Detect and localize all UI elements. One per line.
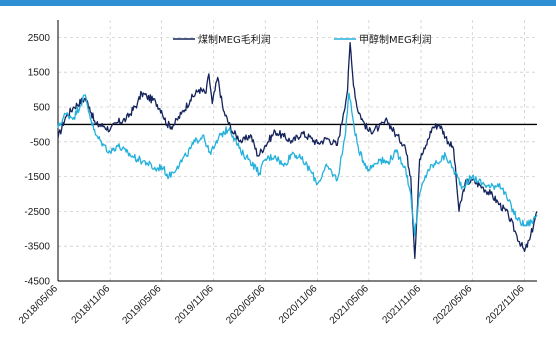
legend: 煤制MEG毛利润 甲醇制MEG利润 xyxy=(173,33,432,46)
y-tick-label: -500 xyxy=(30,137,50,148)
y-tick-labels: 2500 1500 500 -500 -1500 -2500 -3500 -4500 xyxy=(24,33,50,288)
line-chart: 2500 1500 500 -500 -1500 -2500 -3500 -4500 2018… xyxy=(17,20,538,327)
y-tick-label: -4500 xyxy=(24,277,50,288)
x-tick-label: 2020/05/06 xyxy=(224,283,267,326)
series-line-methanol xyxy=(57,92,538,237)
x-tick-labels: 2018/05/06 2018/11/06 2019/05/06 2019/11/06… xyxy=(17,283,527,326)
x-tick-label: 2020/11/06 xyxy=(277,283,320,326)
x-tick-label: 2021/05/06 xyxy=(328,283,371,326)
series-line-coal xyxy=(57,41,538,260)
legend-label-methanol: 甲醇制MEG利润 xyxy=(359,33,432,46)
x-tick-label: 2022/11/06 xyxy=(484,283,527,326)
x-tick-label: 2019/11/06 xyxy=(173,283,216,326)
axes xyxy=(57,20,537,282)
y-tick-label: -2500 xyxy=(24,207,50,218)
y-tick-label: -1500 xyxy=(24,172,50,183)
x-tick-label: 2019/05/06 xyxy=(120,283,163,326)
y-tick-label: 2500 xyxy=(28,33,51,44)
x-tick-label: 2018/05/06 xyxy=(17,283,60,326)
y-tick-label: -3500 xyxy=(24,242,50,253)
legend-label-coal: 煤制MEG毛利润 xyxy=(198,33,271,46)
x-tick-label: 2021/11/06 xyxy=(380,283,423,326)
grid-lines xyxy=(57,20,537,282)
y-tick-label: 1500 xyxy=(28,68,51,79)
series-lines xyxy=(57,41,538,260)
x-tick-label: 2018/11/06 xyxy=(70,283,113,326)
y-tick-label: 500 xyxy=(33,103,50,114)
x-tick-label: 2022/05/06 xyxy=(431,283,474,326)
